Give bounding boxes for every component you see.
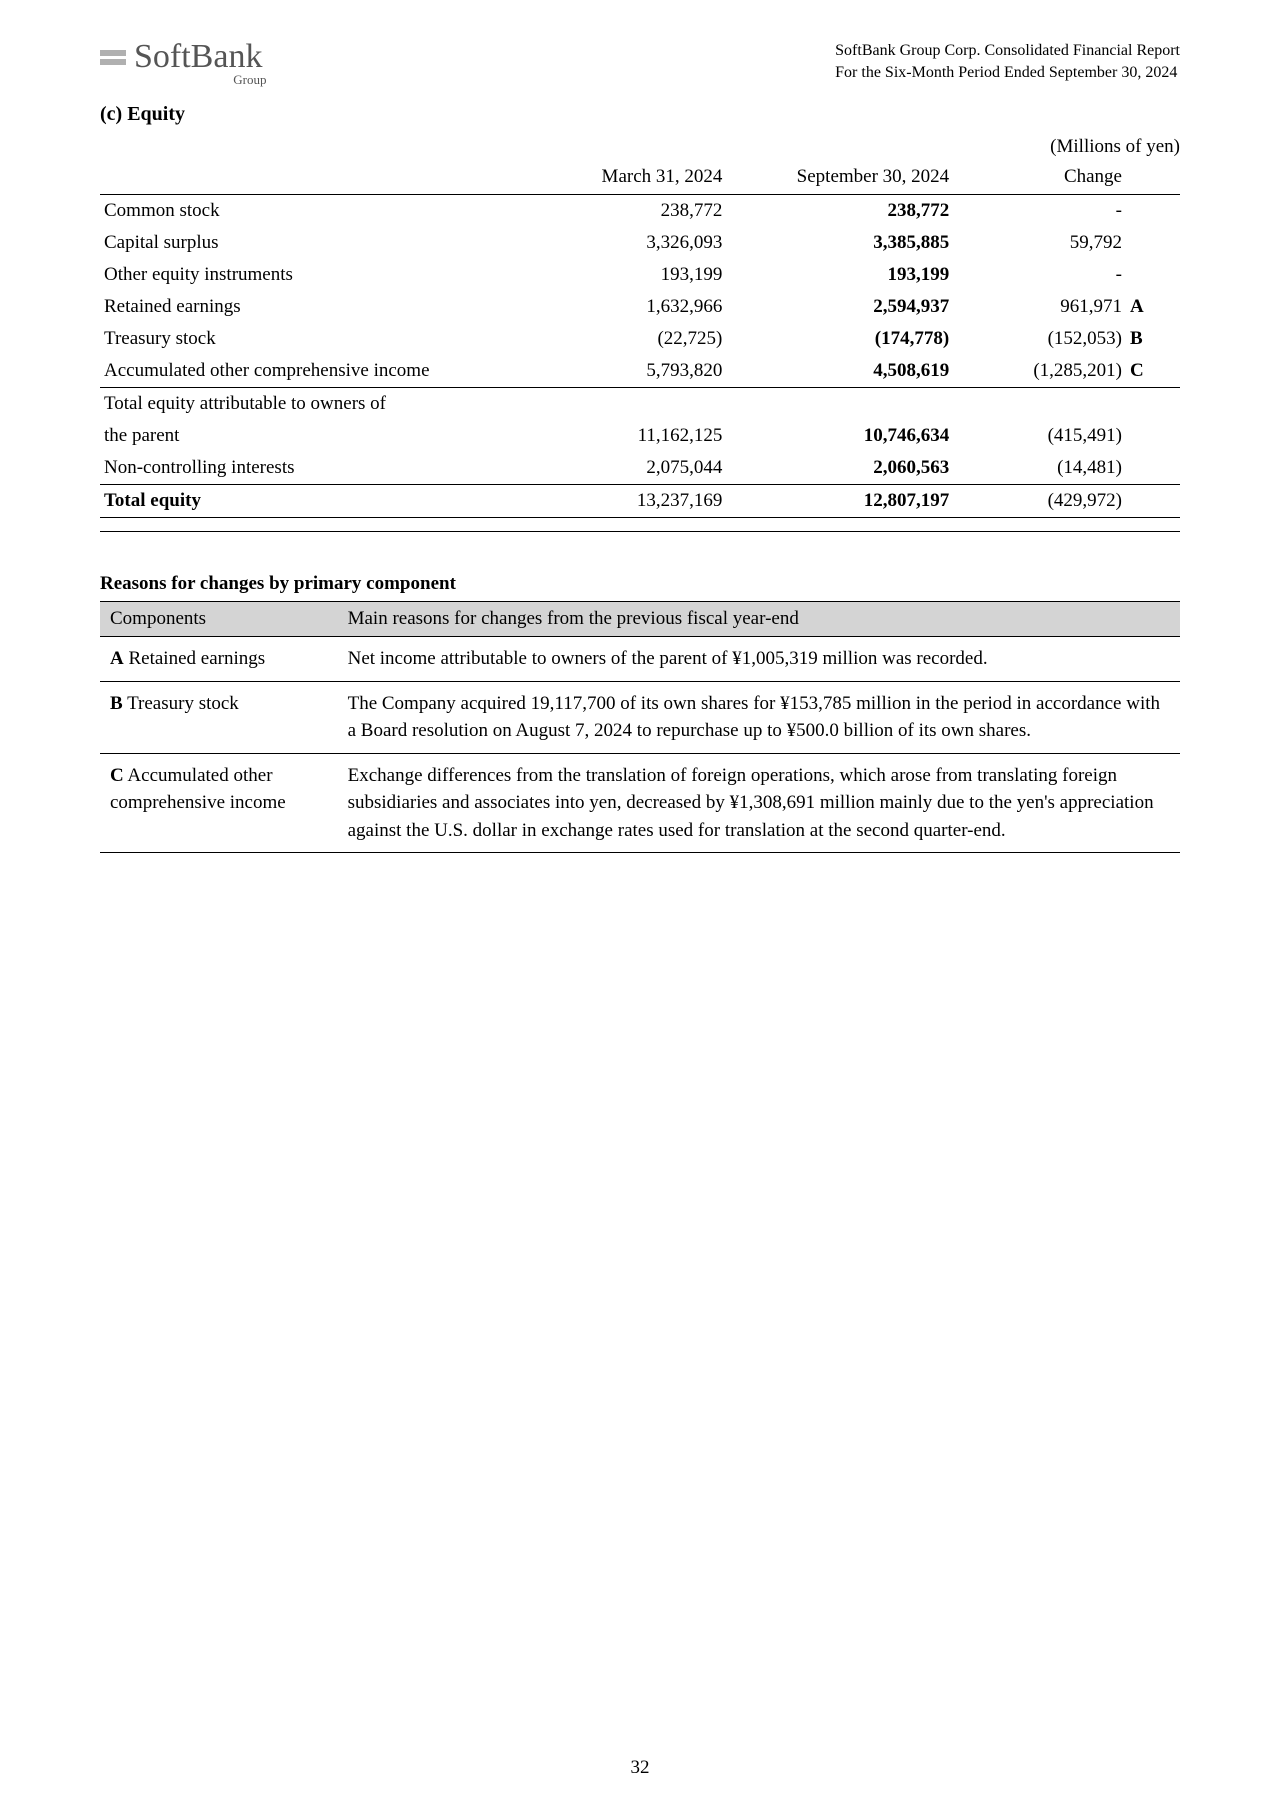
cell-label: Treasury stock: [100, 323, 532, 355]
cell-label: Accumulated other comprehensive income: [100, 355, 532, 388]
cell-chg: (1,285,201): [953, 355, 1126, 388]
double-rule: [100, 518, 1180, 532]
cell-chg: (415,491): [953, 420, 1126, 452]
table-row: Accumulated other comprehensive income5,…: [100, 355, 1180, 388]
reasons-text: Net income attributable to owners of the…: [338, 637, 1180, 682]
header-right-line1: SoftBank Group Corp. Consolidated Financ…: [835, 40, 1180, 62]
cell-v1: 2,075,044: [532, 452, 726, 485]
equity-header-blank: [100, 160, 532, 195]
equity-header-row: March 31, 2024 September 30, 2024 Change: [100, 160, 1180, 195]
cell-v2: 193,199: [726, 259, 953, 291]
cell-label: Capital surplus: [100, 227, 532, 259]
page-container: SoftBank Group SoftBank Group Corp. Cons…: [0, 0, 1280, 1809]
cell-v2: 3,385,885: [726, 227, 953, 259]
cell-note: B: [1126, 323, 1180, 355]
ref-letter: A: [110, 648, 124, 669]
cell-v2: 238,772: [726, 195, 953, 228]
reasons-header-row: Components Main reasons for changes from…: [100, 602, 1180, 637]
reasons-component: A Retained earnings: [100, 637, 338, 682]
cell-v2: 2,594,937: [726, 291, 953, 323]
cell-chg: 961,971: [953, 291, 1126, 323]
cell-v2: (174,778): [726, 323, 953, 355]
table-row: Capital surplus3,326,0933,385,88559,792: [100, 227, 1180, 259]
ref-letter: B: [110, 693, 123, 714]
cell-label: Total equity: [100, 485, 532, 518]
table-row: Non-controlling interests2,075,0442,060,…: [100, 452, 1180, 485]
cell-chg: (14,481): [953, 452, 1126, 485]
logo: SoftBank Group: [100, 40, 262, 74]
table-row: A Retained earningsNet income attributab…: [100, 637, 1180, 682]
table-row: Other equity instruments193,199193,199-: [100, 259, 1180, 291]
cell-chg: -: [953, 259, 1126, 291]
reasons-text: Exchange differences from the translatio…: [338, 753, 1180, 853]
reasons-text: The Company acquired 19,117,700 of its o…: [338, 681, 1180, 753]
cell-label: Other equity instruments: [100, 259, 532, 291]
total-row: Total equity13,237,16912,807,197(429,972…: [100, 485, 1180, 518]
double-rule: [100, 532, 1180, 546]
header-right-line2: For the Six-Month Period Ended September…: [835, 62, 1180, 84]
reasons-header-col1: Components: [100, 602, 338, 637]
equity-header-note: [1126, 160, 1180, 195]
cell-v2: 10,746,634: [726, 420, 953, 452]
table-row: Total equity attributable to owners of: [100, 388, 1180, 421]
cell-v1: 11,162,125: [532, 420, 726, 452]
logo-text: SoftBank Group: [134, 40, 262, 74]
unit-label: (Millions of yen): [100, 136, 1180, 158]
table-row: Treasury stock(22,725)(174,778)(152,053)…: [100, 323, 1180, 355]
table-row: Retained earnings1,632,9662,594,937961,9…: [100, 291, 1180, 323]
cell-v1: 13,237,169: [532, 485, 726, 518]
cell-note: A: [1126, 291, 1180, 323]
ref-letter: C: [110, 765, 124, 786]
equity-header-v2: September 30, 2024: [726, 160, 953, 195]
cell-v1: 3,326,093: [532, 227, 726, 259]
equity-header-v1: March 31, 2024: [532, 160, 726, 195]
table-row: C Accumulated other comprehensive income…: [100, 753, 1180, 853]
component-name: Accumulated other comprehensive income: [110, 765, 286, 814]
cell-note: [1126, 259, 1180, 291]
component-name: Retained earnings: [124, 648, 265, 669]
component-name: Treasury stock: [123, 693, 239, 714]
cell-v2: 2,060,563: [726, 452, 953, 485]
cell-v2: 4,508,619: [726, 355, 953, 388]
page-number: 32: [0, 1757, 1280, 1779]
cell-chg: (429,972): [953, 485, 1126, 518]
cell-label: Common stock: [100, 195, 532, 228]
cell-v1: 193,199: [532, 259, 726, 291]
page-header: SoftBank Group SoftBank Group Corp. Cons…: [100, 40, 1180, 83]
cell-note: C: [1126, 355, 1180, 388]
cell-label: Non-controlling interests: [100, 452, 532, 485]
reasons-component: C Accumulated other comprehensive income: [100, 753, 338, 853]
table-row: B Treasury stockThe Company acquired 19,…: [100, 681, 1180, 753]
logo-group: Group: [233, 73, 266, 86]
reasons-table: Components Main reasons for changes from…: [100, 601, 1180, 853]
cell-label: Total equity attributable to owners of: [100, 388, 532, 421]
section-title: (c) Equity: [100, 103, 1180, 126]
cell-v2: 12,807,197: [726, 485, 953, 518]
logo-company: SoftBank: [134, 38, 262, 75]
reasons-heading: Reasons for changes by primary component: [100, 573, 1180, 595]
cell-chg: 59,792: [953, 227, 1126, 259]
equity-table: March 31, 2024 September 30, 2024 Change…: [100, 160, 1180, 545]
table-row: Common stock238,772238,772-: [100, 195, 1180, 228]
cell-v1: (22,725): [532, 323, 726, 355]
logo-bars-icon: [100, 50, 126, 65]
cell-note: [1126, 227, 1180, 259]
cell-v1: 1,632,966: [532, 291, 726, 323]
cell-v1: 5,793,820: [532, 355, 726, 388]
cell-v1: 238,772: [532, 195, 726, 228]
table-row: the parent11,162,12510,746,634(415,491): [100, 420, 1180, 452]
reasons-component: B Treasury stock: [100, 681, 338, 753]
cell-label: Retained earnings: [100, 291, 532, 323]
cell-chg: -: [953, 195, 1126, 228]
equity-header-chg: Change: [953, 160, 1126, 195]
header-right: SoftBank Group Corp. Consolidated Financ…: [835, 40, 1180, 83]
cell-chg: (152,053): [953, 323, 1126, 355]
cell-note: [1126, 195, 1180, 228]
reasons-header-col2: Main reasons for changes from the previo…: [338, 602, 1180, 637]
cell-label: the parent: [100, 420, 532, 452]
